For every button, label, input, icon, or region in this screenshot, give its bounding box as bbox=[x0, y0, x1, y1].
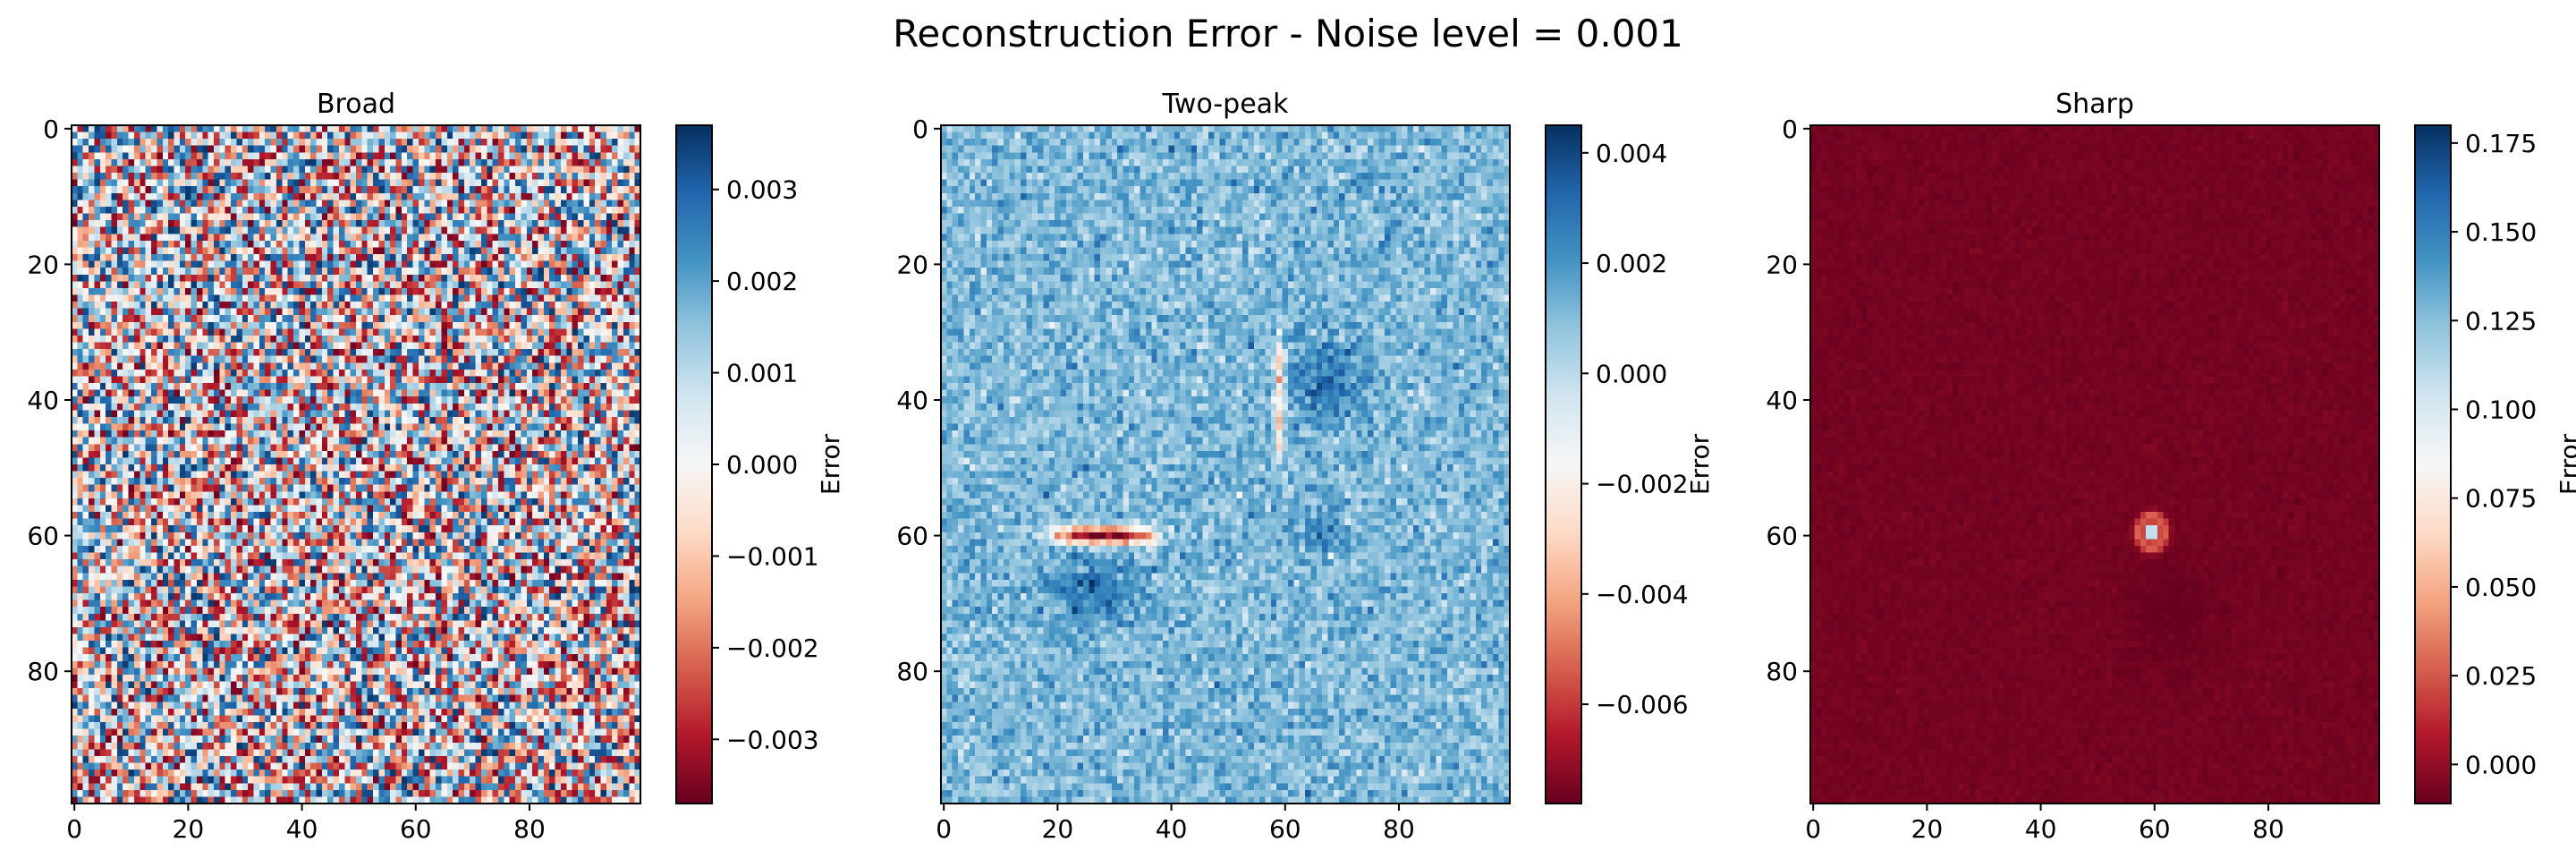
panel-two-peak: Two-peak 0 20 40 60 80 0 20 40 60 80 0.004 0.002 0.00… bbox=[896, 89, 1715, 844]
colorbar-label: Error bbox=[2555, 433, 2576, 495]
colorbar-tick-label: −0.004 bbox=[1596, 580, 1689, 609]
y-tick-label: 20 bbox=[27, 250, 59, 279]
colorbar-tick-label: 0.025 bbox=[2465, 661, 2537, 691]
colorbar-frame bbox=[1545, 124, 1582, 804]
colorbar-tick-label: 0.125 bbox=[2465, 306, 2537, 336]
y-tick-label: 0 bbox=[1782, 115, 1798, 144]
figure-title: Reconstruction Error - Noise level = 0.0… bbox=[893, 12, 1683, 55]
colorbar-tick-label: 0.050 bbox=[2465, 573, 2537, 602]
y-tick-label: 60 bbox=[27, 522, 59, 551]
y-tick-label: 80 bbox=[27, 657, 59, 686]
colorbar-tick-label: −0.003 bbox=[726, 725, 819, 754]
heatmap-image bbox=[1810, 125, 2379, 804]
x-tick-label: 0 bbox=[1805, 814, 1821, 844]
y-tick-label: 40 bbox=[896, 386, 928, 415]
colorbar-tick-label: 0.150 bbox=[2465, 217, 2537, 247]
x-tick-label: 80 bbox=[2252, 814, 2284, 844]
x-tick-label: 0 bbox=[936, 814, 952, 844]
y-tick-label: 60 bbox=[896, 522, 928, 551]
panel-title: Sharp bbox=[2055, 89, 2134, 120]
y-tick-label: 40 bbox=[27, 386, 59, 415]
panel-title: Two-peak bbox=[1162, 89, 1290, 120]
colorbar-tick-label: 0.001 bbox=[726, 359, 798, 388]
heatmap-frame bbox=[71, 124, 641, 804]
colorbar-tick-label: 0.075 bbox=[2465, 484, 2537, 514]
x-tick-label: 20 bbox=[1042, 814, 1074, 844]
colorbar-tick-label: 0.002 bbox=[726, 267, 798, 296]
colorbar bbox=[676, 125, 712, 804]
y-tick-label: 20 bbox=[1766, 250, 1798, 279]
x-tick-label: 20 bbox=[1911, 814, 1944, 844]
colorbar-tick-label: 0.000 bbox=[726, 450, 798, 480]
heatmap-frame bbox=[1809, 124, 2380, 804]
colorbar-tick-label: 0.004 bbox=[1596, 139, 1667, 168]
y-tick-label: 20 bbox=[896, 250, 928, 279]
colorbar-tick-label: 0.100 bbox=[2465, 395, 2537, 424]
x-tick-label: 60 bbox=[400, 814, 432, 844]
colorbar-tick-label: 0.000 bbox=[1596, 359, 1667, 388]
colorbar bbox=[2415, 125, 2451, 804]
colorbar-label: Error bbox=[816, 433, 845, 495]
panel-broad: Broad 0 20 40 60 80 0 20 40 60 80 0.003 0.002 0.001 0.… bbox=[27, 89, 845, 844]
heatmap-image bbox=[941, 125, 1510, 804]
colorbar-frame bbox=[2414, 124, 2452, 804]
colorbar-tick-label: −0.001 bbox=[726, 541, 819, 571]
panel-sharp: Sharp 0 20 40 60 80 0 20 40 60 80 0.175 0.150 0.125 0.… bbox=[1766, 89, 2576, 844]
y-tick-label: 80 bbox=[896, 657, 928, 686]
y-tick-label: 60 bbox=[1766, 522, 1798, 551]
colorbar-tick-label: −0.002 bbox=[726, 634, 819, 663]
colorbar-tick-label: −0.002 bbox=[1596, 470, 1689, 499]
y-tick-label: 80 bbox=[1766, 657, 1798, 686]
colorbar-tick-label: 0.002 bbox=[1596, 249, 1667, 278]
colorbar-tick-label: 0.003 bbox=[726, 175, 798, 205]
x-tick-label: 60 bbox=[2139, 814, 2171, 844]
colorbar-tick-label: −0.006 bbox=[1596, 690, 1689, 719]
x-tick-label: 40 bbox=[286, 814, 318, 844]
panel-title: Broad bbox=[317, 89, 395, 120]
heatmap-frame bbox=[940, 124, 1511, 804]
colorbar-tick-label: 0.175 bbox=[2465, 129, 2537, 158]
x-tick-label: 20 bbox=[173, 814, 205, 844]
x-tick-label: 40 bbox=[1156, 814, 1188, 844]
heatmap-image bbox=[72, 125, 640, 804]
colorbar bbox=[1546, 125, 1581, 804]
x-tick-label: 60 bbox=[1269, 814, 1301, 844]
colorbar-tick-label: 0.000 bbox=[2465, 750, 2537, 779]
y-tick-label: 40 bbox=[1766, 386, 1798, 415]
x-tick-label: 40 bbox=[2025, 814, 2057, 844]
x-tick-label: 80 bbox=[513, 814, 546, 844]
x-tick-label: 80 bbox=[1383, 814, 1415, 844]
y-tick-label: 0 bbox=[43, 115, 59, 144]
x-tick-label: 0 bbox=[66, 814, 82, 844]
colorbar-label: Error bbox=[1685, 433, 1715, 495]
y-tick-label: 0 bbox=[912, 115, 928, 144]
